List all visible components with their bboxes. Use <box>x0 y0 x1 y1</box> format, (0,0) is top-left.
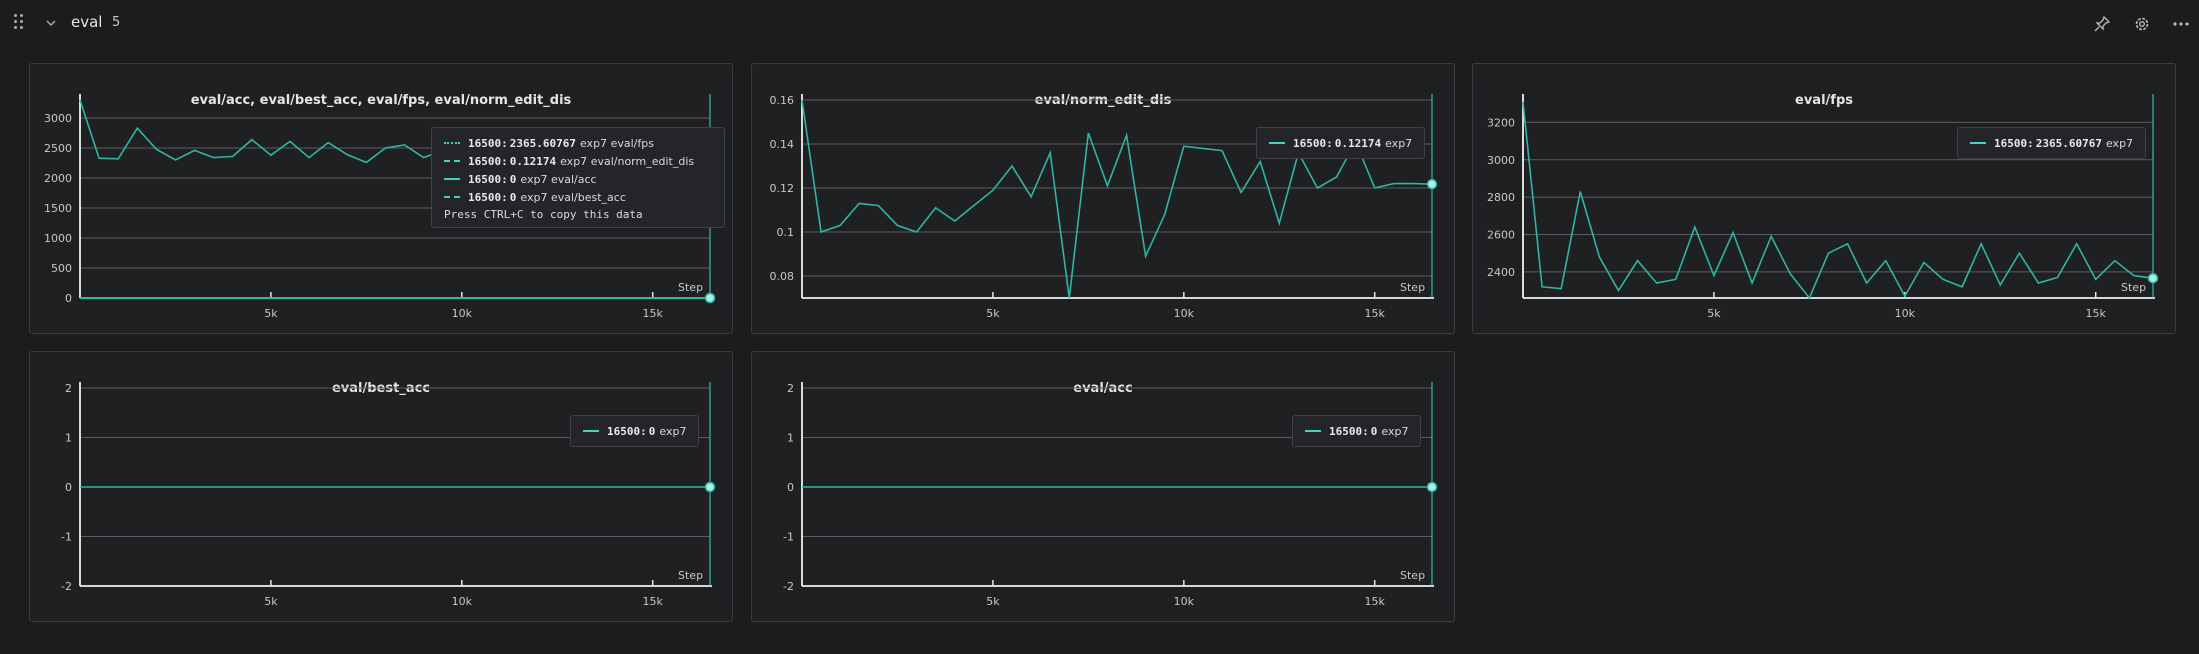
line-chart[interactable]: 2 1 0 -1 -2 5k 10k 15k <box>752 352 1456 623</box>
hover-tooltip: 16500: 2365.60767 exp7 eval/fps 16500: 0.12… <box>431 127 725 228</box>
x-tick-label: 10k <box>1174 595 1195 608</box>
x-axis-label: Step <box>1400 569 1426 582</box>
section-header: eval 5 <box>0 0 2199 48</box>
y-tick-label: -2 <box>61 580 72 593</box>
y-tick-label: 2500 <box>44 142 72 155</box>
legend-entry: 16500: 0 exp7 eval/best_acc <box>444 188 712 206</box>
hover-point-marker <box>704 292 716 304</box>
hover-point-marker <box>2147 272 2159 284</box>
x-tick-label: 15k <box>1365 307 1386 320</box>
legend-entry: 16500: 0 exp7 <box>1305 422 1408 440</box>
y-tick-label: 0.14 <box>770 138 795 151</box>
line-chart[interactable]: 0.16 0.14 0.12 0.1 0.08 5k 10k 15k <box>752 64 1456 335</box>
section-title[interactable]: eval <box>71 13 103 31</box>
y-tick-label: 0 <box>65 481 72 494</box>
solid-line-swatch <box>1269 142 1285 144</box>
legend-entry: 16500: 2365.60767 exp7 eval/fps <box>444 134 712 152</box>
y-tick-label: 1500 <box>44 202 72 215</box>
legend: 16500: 2365.60767 exp7 <box>1957 127 2147 159</box>
solid-line-swatch <box>1305 430 1321 432</box>
y-tick-label: 1 <box>65 432 72 445</box>
y-tick-label: 1000 <box>44 232 72 245</box>
x-tick-label: 5k <box>1707 307 1721 320</box>
x-axis-label: Step <box>678 281 704 294</box>
series-line <box>801 99 1433 299</box>
pin-icon[interactable] <box>2092 14 2112 34</box>
y-tick-label: 2400 <box>1487 266 1515 279</box>
dashed-line-swatch <box>444 160 460 162</box>
y-tick-label: 3000 <box>1487 154 1515 167</box>
solid-line-swatch <box>444 178 460 180</box>
more-horizontal-icon[interactable] <box>2171 14 2191 34</box>
y-tick-label: 3200 <box>1487 116 1515 129</box>
y-tick-label: 2800 <box>1487 191 1515 204</box>
section-panel-count: 5 <box>112 15 121 30</box>
y-tick-label: -2 <box>783 580 794 593</box>
x-tick-label: 10k <box>452 595 473 608</box>
y-tick-label: 2000 <box>44 172 72 185</box>
line-chart[interactable]: 2 1 0 -1 -2 5k 10k 15k <box>30 352 734 623</box>
x-axis-label: Step <box>2121 281 2147 294</box>
x-tick-label: 5k <box>986 595 1000 608</box>
y-tick-label: 500 <box>51 262 72 275</box>
gear-icon[interactable] <box>2132 14 2152 34</box>
series-line <box>1522 101 2154 300</box>
chevron-down-icon[interactable] <box>44 16 58 30</box>
y-tick-label: 0.1 <box>777 226 795 239</box>
chart-panel-fps[interactable]: eval/fps 3200 3000 2800 2600 2400 5k 10k 15k St… <box>1472 63 2176 334</box>
dotted-line-swatch <box>444 142 460 144</box>
x-tick-label: 15k <box>1365 595 1386 608</box>
x-tick-label: 15k <box>2086 307 2107 320</box>
y-tick-label: 3000 <box>44 112 72 125</box>
x-tick-label: 15k <box>643 595 664 608</box>
legend-entry: 16500: 0.12174 exp7 eval/norm_edit_dis <box>444 152 712 170</box>
y-tick-label: -1 <box>61 531 72 544</box>
chart-panel-acc[interactable]: eval/acc 2 1 0 -1 -2 5k 10k 15k Step 16500: 0 exp… <box>751 351 1455 622</box>
y-tick-label: 2 <box>787 382 794 395</box>
dashed-line-swatch <box>444 196 460 198</box>
y-tick-label: -1 <box>783 531 794 544</box>
x-tick-label: 10k <box>1174 307 1195 320</box>
legend: 16500: 0.12174 exp7 <box>1256 127 1426 159</box>
x-axis-label: Step <box>678 569 704 582</box>
y-tick-label: 0.08 <box>770 270 795 283</box>
legend: 16500: 0 exp7 <box>570 415 700 447</box>
hover-point-marker <box>1426 178 1438 190</box>
y-tick-label: 0.16 <box>770 94 795 107</box>
x-tick-label: 15k <box>643 307 664 320</box>
x-tick-label: 5k <box>986 307 1000 320</box>
hover-point-marker <box>704 481 716 493</box>
legend-entry: 16500: 0 exp7 eval/acc <box>444 170 712 188</box>
y-tick-label: 2 <box>65 382 72 395</box>
hover-point-marker <box>1426 481 1438 493</box>
x-tick-label: 5k <box>264 307 278 320</box>
x-tick-label: 10k <box>452 307 473 320</box>
line-chart[interactable]: 3200 3000 2800 2600 2400 5k 10k 15k <box>1473 64 2177 335</box>
chart-panel-norm-edit-dis[interactable]: eval/norm_edit_dis 0.16 0.14 0.12 0.1 0.08 5k… <box>751 63 1455 334</box>
copy-hint: Press CTRL+C to copy this data <box>444 208 643 221</box>
x-tick-label: 5k <box>264 595 278 608</box>
y-tick-label: 0.12 <box>770 182 795 195</box>
x-axis-label: Step <box>1400 281 1426 294</box>
drag-handle-icon[interactable] <box>14 14 26 30</box>
y-tick-label: 0 <box>787 481 794 494</box>
x-tick-label: 10k <box>1895 307 1916 320</box>
legend-entry: 16500: 0 exp7 <box>583 422 686 440</box>
y-tick-label: 0 <box>65 292 72 305</box>
chart-panel-best-acc[interactable]: eval/best_acc 2 1 0 -1 -2 5k 10k 15k Step 16500… <box>29 351 733 622</box>
panel-title: eval/fps <box>1795 93 1853 108</box>
y-tick-label: 1 <box>787 432 794 445</box>
solid-line-swatch <box>583 430 599 432</box>
chart-panel-combined[interactable]: eval/acc, eval/best_acc, eval/fps, eval/… <box>29 63 733 334</box>
solid-line-swatch <box>1970 142 1986 144</box>
panel-title: eval/acc, eval/best_acc, eval/fps, eval/… <box>190 93 572 108</box>
legend-entry: 16500: 2365.60767 exp7 <box>1970 134 2133 152</box>
y-tick-label: 2600 <box>1487 228 1515 241</box>
legend: 16500: 0 exp7 <box>1292 415 1422 447</box>
legend-entry: 16500: 0.12174 exp7 <box>1269 134 1412 152</box>
